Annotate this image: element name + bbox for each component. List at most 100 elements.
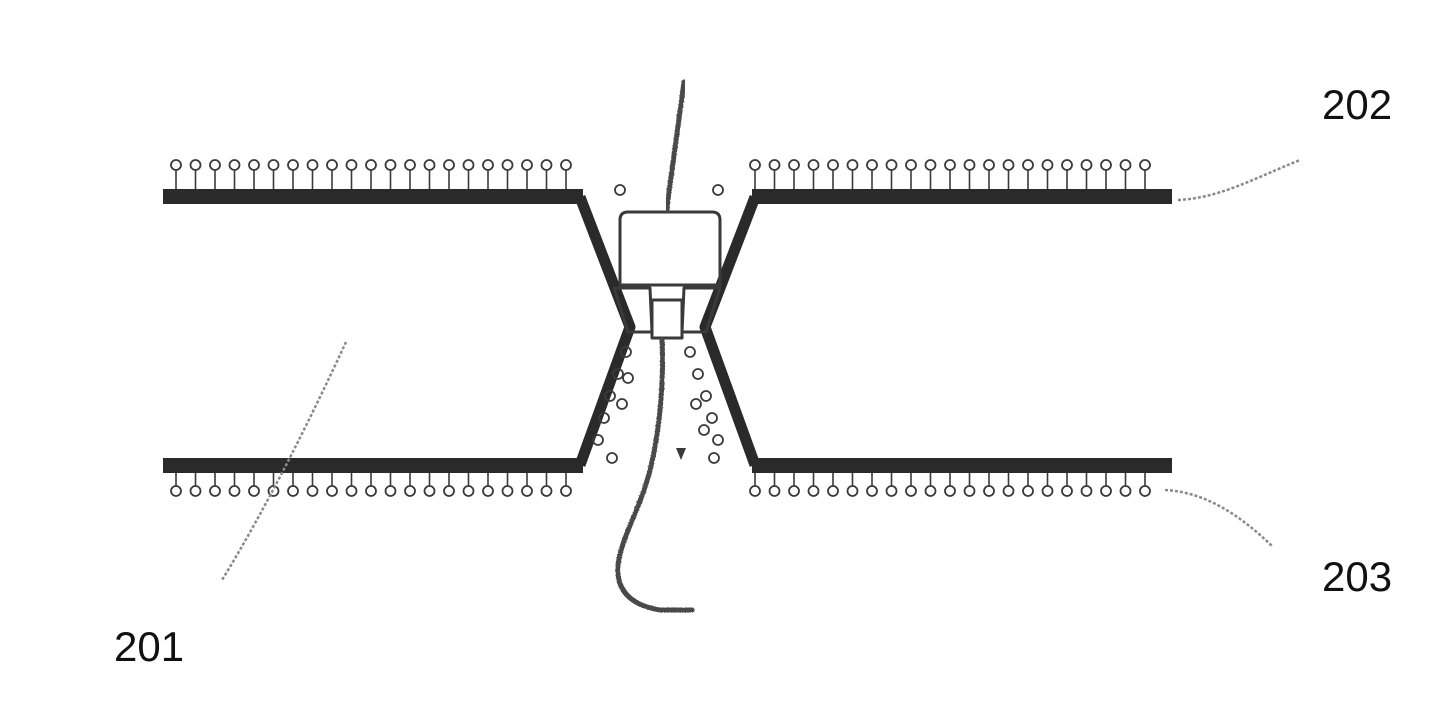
lipid-head: [592, 434, 604, 446]
lipid-head: [807, 159, 820, 189]
lipid-head: [267, 473, 280, 497]
reference-label-202: 202: [1322, 81, 1393, 128]
lipid-head: [692, 368, 704, 380]
pore-wall-left: [574, 195, 636, 467]
lipid-head: [1022, 473, 1034, 497]
lipid-head: [462, 473, 475, 497]
protein-neck: [650, 298, 684, 340]
lipid-head: [963, 473, 976, 497]
lipid-head: [885, 159, 898, 189]
lipid-head: [963, 159, 976, 189]
lipid-head: [306, 159, 319, 189]
upper-right-membrane: [752, 189, 1172, 204]
lipid-head: [788, 473, 800, 497]
reference-label-201: 201: [114, 623, 185, 670]
lipid-head: [698, 424, 710, 436]
lipid-head: [326, 473, 338, 497]
leader-line-202: [1177, 158, 1301, 202]
lipid-head: [501, 159, 514, 189]
lipid-head: [885, 473, 898, 497]
lipid-head: [1080, 473, 1093, 497]
lipid-head: [846, 473, 859, 497]
lipid-head: [228, 473, 241, 497]
protein-upper-body: [618, 210, 722, 287]
upper-left-membrane: [163, 189, 583, 204]
lipid-head: [614, 184, 626, 196]
lipid-head: [345, 473, 358, 497]
lipid-head: [706, 412, 718, 424]
lipid-head: [708, 452, 720, 464]
lipid-head: [604, 390, 616, 402]
lipid-head: [1022, 159, 1034, 189]
lipid-head: [423, 159, 436, 189]
lipid-head: [1119, 473, 1132, 497]
leader-line-203: [1164, 488, 1273, 547]
lipid-head: [560, 159, 572, 189]
lipid-head: [606, 452, 618, 464]
lipid-head: [248, 473, 260, 497]
leader-lines: [220, 158, 1301, 581]
lipid-head: [189, 159, 202, 189]
lower-lipid-heads: [170, 473, 1151, 497]
lipid-head: [1080, 159, 1093, 189]
lipid-head: [944, 473, 956, 497]
membrane-bilayer: [163, 189, 1172, 473]
lipid-head: [267, 159, 280, 189]
lipid-head: [616, 398, 628, 410]
lower-strand: [615, 337, 695, 613]
lipid-head: [612, 368, 624, 380]
lipid-head: [189, 473, 202, 497]
pore-protein: [612, 210, 722, 340]
lower-right-membrane: [752, 458, 1172, 473]
leader-line-201: [220, 341, 348, 581]
lipid-head: [827, 473, 839, 497]
lipid-head: [1100, 159, 1112, 189]
lipid-head: [345, 159, 358, 189]
reference-label-203: 203: [1322, 553, 1393, 600]
upper-strand: [664, 79, 687, 213]
lipid-head: [501, 473, 514, 497]
lipid-head: [983, 159, 995, 189]
lipid-head: [684, 346, 696, 358]
lipid-head: [768, 473, 781, 497]
lipid-head: [1061, 473, 1073, 497]
lipid-head: [462, 159, 475, 189]
lipid-head: [866, 159, 878, 189]
lipid-head: [700, 390, 712, 402]
lipid-head: [827, 159, 839, 189]
lipid-head: [924, 473, 937, 497]
lipid-head: [924, 159, 937, 189]
lipid-head: [170, 473, 182, 497]
lipid-head: [905, 159, 917, 189]
lipid-head: [209, 473, 221, 497]
lipid-head: [404, 159, 416, 189]
lipid-head: [170, 159, 182, 189]
lipid-head: [1002, 473, 1015, 497]
lipid-head: [1041, 159, 1054, 189]
lipid-head: [1100, 473, 1112, 497]
lipid-head: [287, 473, 299, 497]
lipid-head: [846, 159, 859, 189]
lipid-head: [1119, 159, 1132, 189]
lipid-head: [983, 473, 995, 497]
lipid-head: [365, 159, 377, 189]
lipid-head: [384, 159, 397, 189]
lipid-head: [443, 473, 455, 497]
lipid-head: [620, 346, 632, 358]
lipid-head: [306, 473, 319, 497]
lipid-head: [1139, 159, 1151, 189]
lipid-head: [384, 473, 397, 497]
lipid-head: [287, 159, 299, 189]
lipid-head: [690, 398, 702, 410]
lipid-head: [944, 159, 956, 189]
lipid-head: [905, 473, 917, 497]
lipid-head: [749, 473, 761, 497]
lipid-head: [443, 159, 455, 189]
lipid-head: [1002, 159, 1015, 189]
lipid-head: [1139, 473, 1151, 497]
lipid-head: [807, 473, 820, 497]
lipid-head: [482, 473, 494, 497]
pore-lipid-heads: [592, 184, 724, 464]
lipid-head: [560, 473, 572, 497]
